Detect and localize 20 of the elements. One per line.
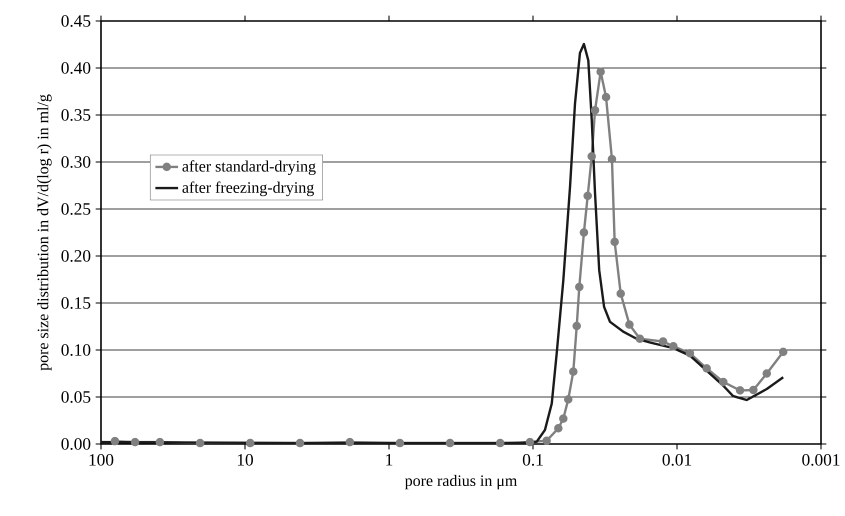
y-tick-label: 0.15: [61, 297, 90, 309]
legend-label: after freezing-drying: [182, 181, 314, 196]
y-tick-label: 0.40: [61, 62, 90, 74]
legend-label: after standard-drying: [182, 160, 316, 175]
x-axis-title: pore radius in μm: [404, 474, 518, 490]
x-tick-label: 0.01: [662, 454, 692, 466]
y-tick-label: 0.05: [61, 391, 90, 403]
x-tick-label: 0.1: [522, 454, 543, 466]
x-tick-label: 10: [238, 454, 253, 466]
x-tick-label: 100: [90, 454, 114, 466]
y-tick-label: 0.45: [61, 15, 90, 27]
y-tick-label: 0.00: [61, 438, 90, 450]
y-tick-label: 0.20: [61, 250, 90, 262]
y-axis-title: pore size distribution in dV/d(log r) in ml/g: [37, 94, 52, 371]
y-tick-label: 0.30: [61, 156, 90, 168]
x-tick-label: 0.001: [802, 454, 840, 466]
y-tick-label: 0.25: [61, 203, 90, 215]
y-tick-label: 0.35: [61, 109, 90, 121]
y-tick-label: 0.10: [61, 344, 90, 356]
x-tick-label: 1: [386, 454, 392, 466]
